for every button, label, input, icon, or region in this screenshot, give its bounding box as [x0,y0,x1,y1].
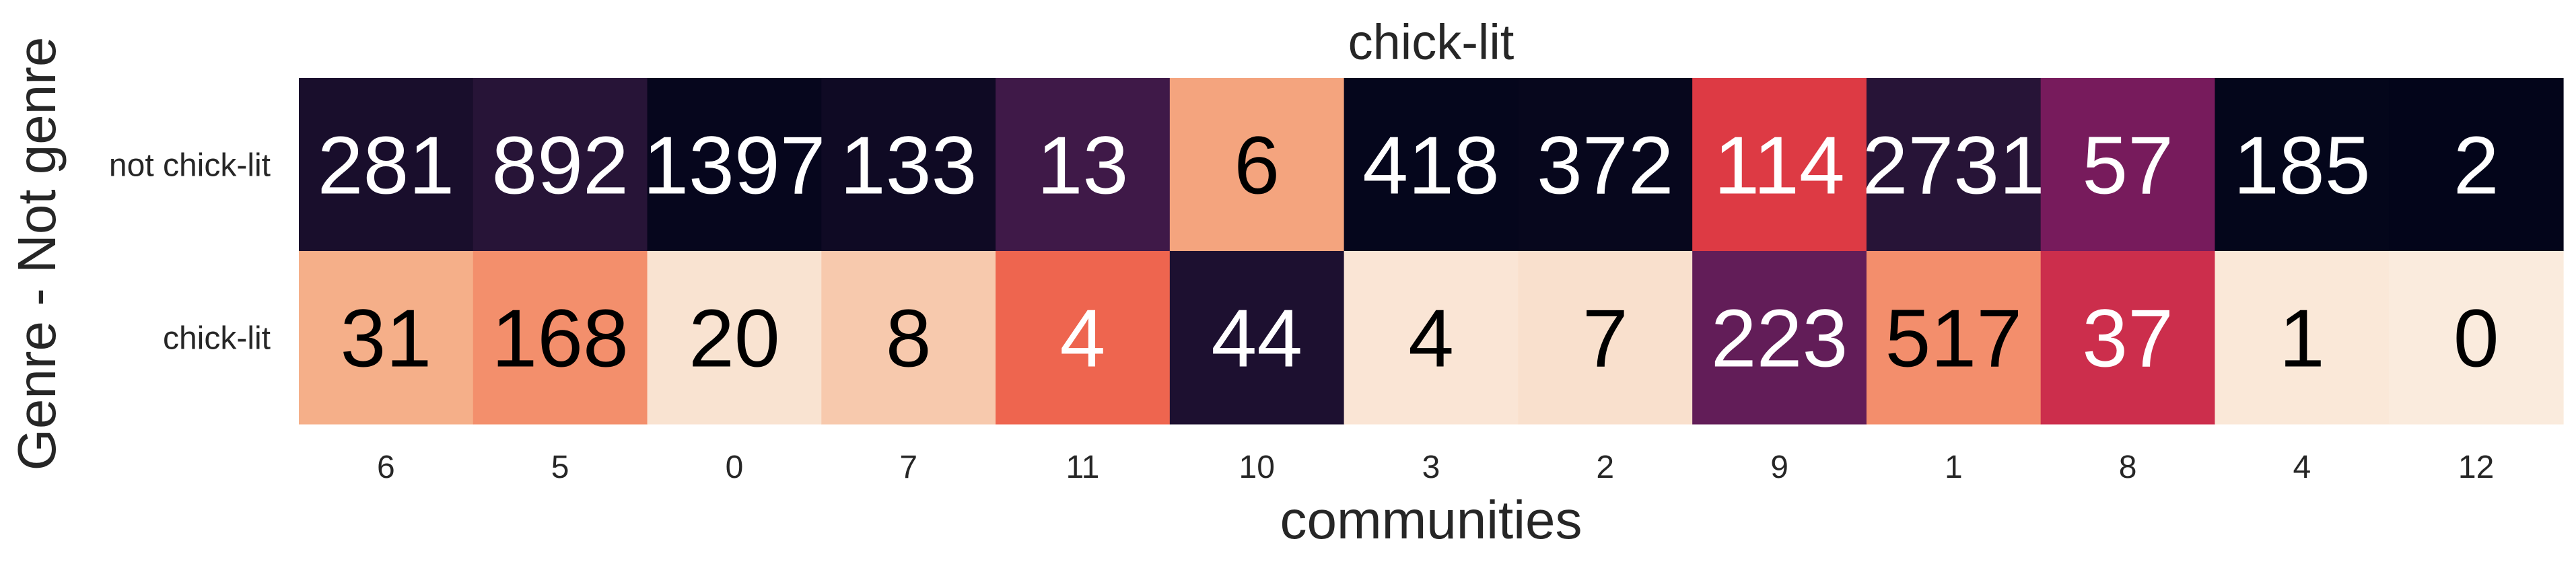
cell-value-r1-c10: 37 [2082,293,2173,384]
x-tick-12: 12 [2458,450,2494,485]
cell-value-r1-c12: 0 [2453,293,2499,384]
x-tick-1: 1 [1945,450,1963,485]
x-tick-4: 4 [2293,450,2311,485]
cell-value-r0-c9: 2731 [1863,120,2045,211]
heatmap-cell-r0-c8 [1692,78,1867,252]
heatmap-cell-r1-c0 [299,251,474,425]
cell-value-r0-c8: 114 [1714,120,1845,211]
chart-title: chick-lit [1348,14,1515,70]
cell-value-r1-c4: 4 [1060,293,1106,384]
cell-value-r1-c0: 31 [341,293,432,384]
cell-value-r1-c1: 168 [491,293,629,384]
y-tick-not-chick-lit: not chick-lit [109,148,271,184]
heatmap-cell-r1-c11 [2215,251,2390,425]
heatmap-cell-r1-c7 [1518,251,1693,425]
heatmap-cell-r1-c1 [473,251,648,425]
x-axis-label: communities [1280,490,1582,550]
heatmap-cell-r0-c4 [996,78,1171,252]
cell-value-r1-c5: 44 [1211,293,1302,384]
cell-value-r0-c3: 133 [840,120,977,211]
y-tick-labels: not chick-lit chick-lit [109,148,271,357]
x-tick-0: 0 [726,450,744,485]
cell-value-r1-c6: 4 [1408,293,1454,384]
cell-value-r0-c12: 2 [2453,120,2499,211]
x-tick-5: 5 [551,450,569,485]
x-tick-10: 10 [1239,450,1275,485]
heatmap-cell-r0-c1 [473,78,648,252]
cell-value-r0-c11: 185 [2233,120,2371,211]
cell-value-r0-c4: 13 [1037,120,1129,211]
cell-value-r0-c7: 372 [1537,120,1674,211]
heatmap-cell-r1-c4 [996,251,1171,425]
cell-value-r1-c9: 517 [1885,293,2023,384]
heatmap-cell-r1-c3 [821,251,996,425]
cell-value-r0-c2: 1397 [643,120,825,211]
heatmap-cell-r1-c6 [1344,251,1519,425]
heatmap-cell-r0-c6 [1344,78,1519,252]
heatmap-cell-r1-c10 [2040,251,2216,425]
cell-value-r1-c7: 7 [1582,293,1628,384]
y-axis-label: Genre - Not genre [7,37,67,471]
cell-value-r0-c5: 6 [1234,120,1280,211]
x-tick-11: 11 [1066,450,1100,485]
x-tick-9: 9 [1770,450,1788,485]
heatmap-cell-r1-c9 [1866,251,2042,425]
heatmap-cell-r0-c10 [2040,78,2216,252]
cell-value-r0-c0: 281 [318,120,455,211]
cell-value-r0-c1: 892 [491,120,629,211]
x-tick-2: 2 [1596,450,1614,485]
heatmap-cell-r0-c0 [299,78,474,252]
heatmap-cell-r0-c11 [2215,78,2390,252]
cell-value-r0-c10: 57 [2082,120,2173,211]
heatmap-cell-r0-c2 [647,78,822,252]
heatmap-cell-r1-c2 [647,251,822,425]
cell-value-r0-c6: 418 [1362,120,1500,211]
x-tick-labels: 6 5 0 7 11 10 3 2 9 1 8 4 12 [377,450,2494,485]
cell-value-r1-c11: 1 [2279,293,2325,384]
x-tick-6: 6 [377,450,395,485]
heatmap-cell-r0-c7 [1518,78,1693,252]
heatmap-cell-r0-c9 [1866,78,2042,252]
cell-value-r1-c8: 223 [1711,293,1848,384]
heatmap-cells: 281 892 1397 133 13 6 418 372 114 2731 57 185 231 168… [299,78,2564,425]
cell-value-r1-c3: 8 [886,293,932,384]
heatmap-cell-r1-c5 [1169,251,1345,425]
x-tick-7: 7 [899,450,917,485]
x-tick-8: 8 [2119,450,2137,485]
heatmap-cell-r1-c8 [1692,251,1867,425]
heatmap-cell-r0-c5 [1169,78,1345,252]
heatmap-cell-r0-c3 [821,78,996,252]
y-tick-chick-lit: chick-lit [163,321,271,357]
x-tick-3: 3 [1422,450,1440,485]
heatmap-cell-r1-c12 [2389,251,2564,425]
heatmap-cell-r0-c12 [2389,78,2564,252]
cell-value-r1-c2: 20 [689,293,780,384]
